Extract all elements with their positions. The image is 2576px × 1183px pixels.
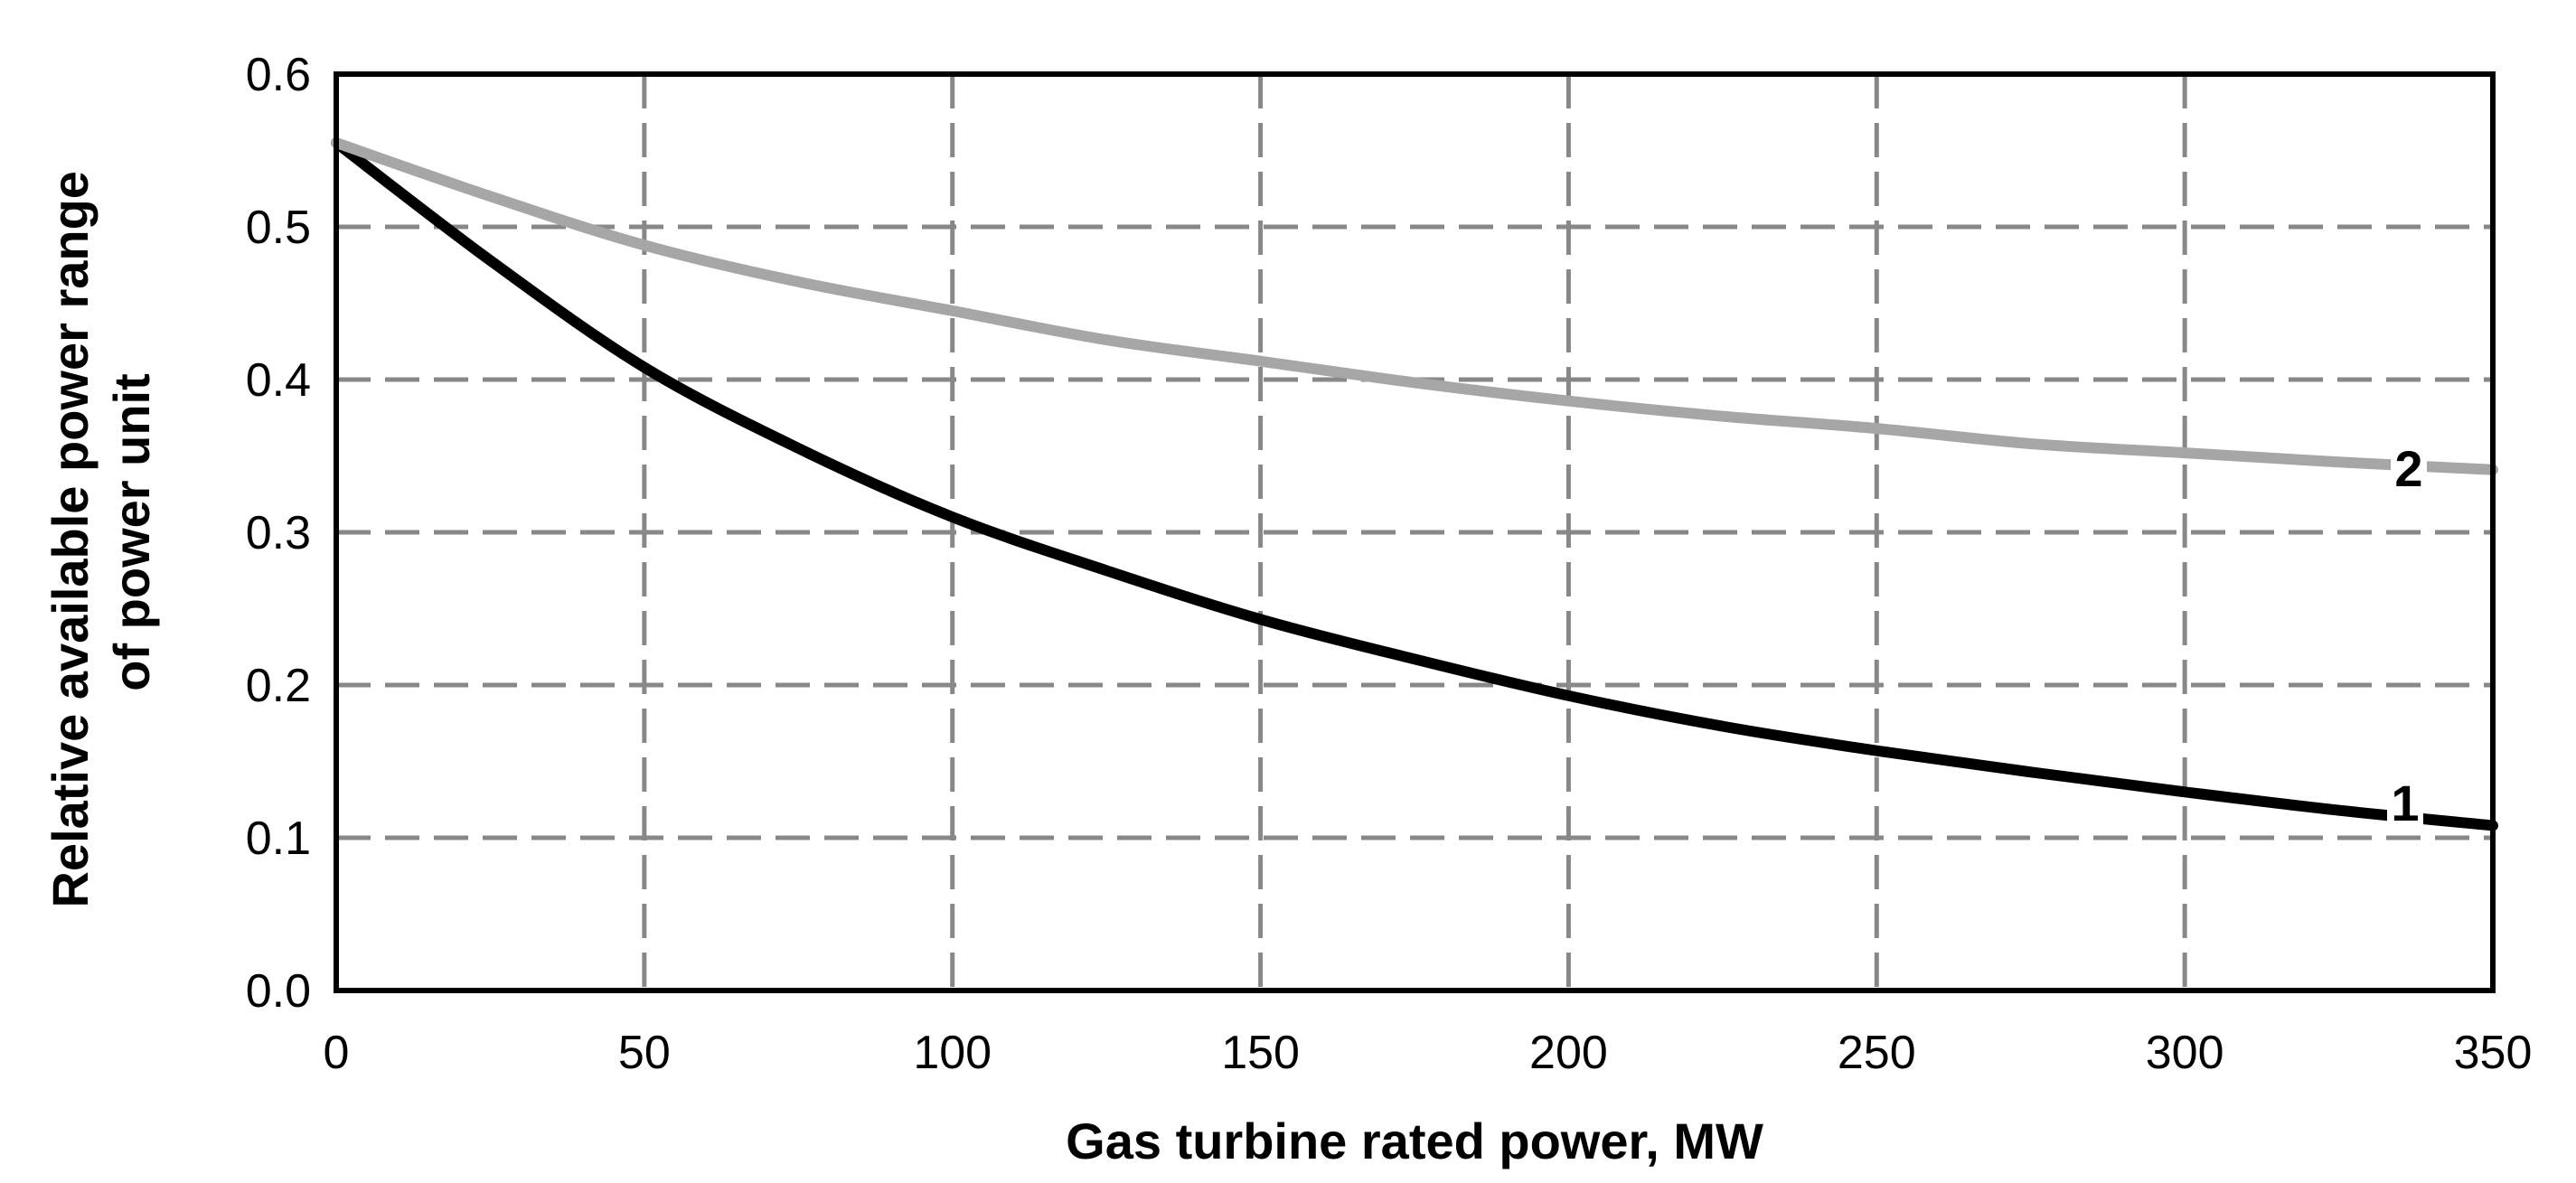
y-axis-title-line-1: Relative available power range xyxy=(42,171,99,907)
y-axis-title-line-2: of power unit xyxy=(103,373,160,691)
series-line-2 xyxy=(331,137,2498,475)
y-axis-ticks: 0.0 0.1 0.2 0.3 0.4 0.5 0.6 xyxy=(246,49,311,1018)
x-tick-label: 0 xyxy=(324,1027,350,1079)
y-tick-label: 0.5 xyxy=(246,202,311,254)
x-tick-label: 150 xyxy=(1221,1027,1300,1079)
series-group xyxy=(331,137,2498,831)
x-tick-label: 300 xyxy=(2146,1027,2224,1079)
x-tick-label: 50 xyxy=(618,1027,671,1079)
y-tick-label: 0.6 xyxy=(246,49,311,101)
y-tick-label: 0.1 xyxy=(246,812,311,865)
series-labels: 12 xyxy=(2387,440,2427,835)
y-tick-label: 0.4 xyxy=(246,354,311,407)
y-tick-label: 0.2 xyxy=(246,660,311,712)
series-label-background xyxy=(2391,445,2427,501)
y-tick-label: 0.0 xyxy=(246,965,311,1018)
series-label-2: 2 xyxy=(2394,440,2422,497)
y-axis-title: Relative available power range of power … xyxy=(42,156,160,907)
x-tick-label: 350 xyxy=(2454,1027,2533,1079)
series-line-1 xyxy=(331,137,2498,831)
x-tick-label: 200 xyxy=(1529,1027,1608,1079)
x-axis-ticks: 0 50 100 150 200 250 300 350 xyxy=(324,1027,2533,1079)
series-label-1: 1 xyxy=(2391,775,2419,831)
series-label-background xyxy=(2387,779,2423,835)
y-tick-label: 0.3 xyxy=(246,507,311,559)
plot-area-frame xyxy=(334,71,2496,993)
x-tick-label: 250 xyxy=(1838,1027,1916,1079)
x-tick-label: 100 xyxy=(913,1027,992,1079)
x-axis-title: Gas turbine rated power, MW xyxy=(1066,1113,1763,1169)
